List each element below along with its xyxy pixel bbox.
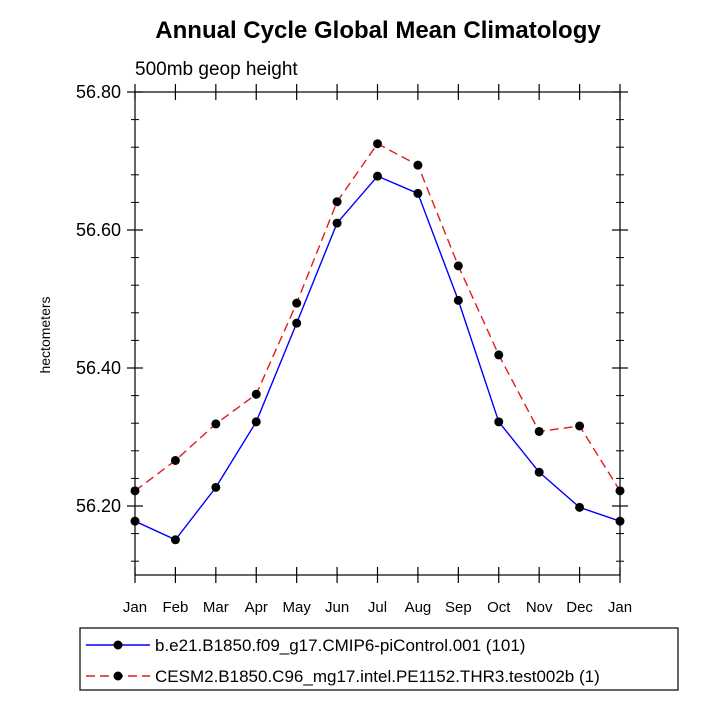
- x-tick-label: May: [282, 599, 311, 616]
- y-tick-label: 56.80: [76, 82, 121, 102]
- x-tick-label: Feb: [162, 599, 188, 616]
- x-tick-label: Nov: [526, 599, 553, 616]
- series-1-point: [413, 188, 423, 198]
- x-tick-label: Jan: [123, 599, 147, 616]
- series-2-point: [373, 139, 382, 149]
- x-tick-label: Aug: [405, 599, 432, 616]
- series-2-point: [615, 486, 625, 496]
- series-2-point: [534, 426, 544, 436]
- y-tick-label: 56.20: [76, 496, 121, 516]
- x-tick-label: Mar: [203, 599, 229, 616]
- x-tick-label: Jul: [368, 599, 387, 616]
- legend-entry-1: b.e21.B1850.f09_g17.CMIP6-piControl.001 …: [86, 636, 525, 655]
- series-2-point: [494, 350, 504, 360]
- series-line-1: [134, 175, 621, 541]
- plot-frame: [134, 91, 621, 576]
- series-2-point: [211, 419, 221, 429]
- legend-label-1: b.e21.B1850.f09_g17.CMIP6-piControl.001 …: [155, 636, 525, 655]
- legend-marker-1: [113, 640, 123, 650]
- series-1-point: [453, 295, 463, 305]
- x-tick-label: Sep: [445, 599, 472, 616]
- series-1-point: [494, 417, 504, 427]
- series-1-point: [211, 482, 221, 492]
- series-line-2: [134, 142, 621, 492]
- series-lines: [130, 139, 625, 545]
- series-2-point: [332, 197, 342, 207]
- x-tick-label: Dec: [566, 599, 593, 616]
- legend-box: [79, 627, 679, 691]
- series-2-point: [170, 455, 180, 465]
- series-2-point: [130, 486, 140, 496]
- x-tick-label: Oct: [487, 599, 511, 616]
- series-1-point: [373, 171, 382, 181]
- series-1-point: [534, 467, 544, 477]
- series-1-point: [292, 318, 302, 328]
- x-tick-label: Jun: [325, 599, 349, 616]
- chart-subtitle: 500mb geop height: [135, 59, 298, 80]
- y-tick-labels: 56.20 56.40 56.60 56.80: [76, 82, 121, 516]
- y-axis-label: hectometers: [37, 296, 53, 373]
- x-tick-label: Jan: [608, 599, 632, 616]
- legend-marker-2: [113, 671, 123, 681]
- series-2-point: [575, 421, 585, 431]
- chart-title: Annual Cycle Global Mean Climatology: [155, 17, 601, 44]
- series-1-point: [251, 417, 261, 427]
- series-1-point: [130, 516, 140, 526]
- series-2-point: [251, 389, 261, 399]
- y-tick-label: 56.60: [76, 220, 121, 240]
- series-1-point: [332, 218, 342, 228]
- series-2-point: [413, 160, 423, 170]
- series-2-point: [292, 298, 302, 308]
- legend-entry-2: CESM2.B1850.C96_mg17.intel.PE1152.THR3.t…: [86, 667, 600, 686]
- series-1-point: [615, 516, 625, 526]
- y-tick-label: 56.40: [76, 358, 121, 378]
- x-tick-labels: Jan Feb Mar Apr May Jun Jul Aug Sep Oct Nov Dec Jan: [123, 599, 632, 616]
- series-2-point: [453, 261, 463, 271]
- axis-ticks: [127, 84, 628, 583]
- series-1-point: [170, 535, 180, 545]
- x-tick-label: Apr: [245, 599, 268, 616]
- series-1-point: [575, 502, 585, 512]
- legend-label-2: CESM2.B1850.C96_mg17.intel.PE1152.THR3.t…: [155, 667, 600, 686]
